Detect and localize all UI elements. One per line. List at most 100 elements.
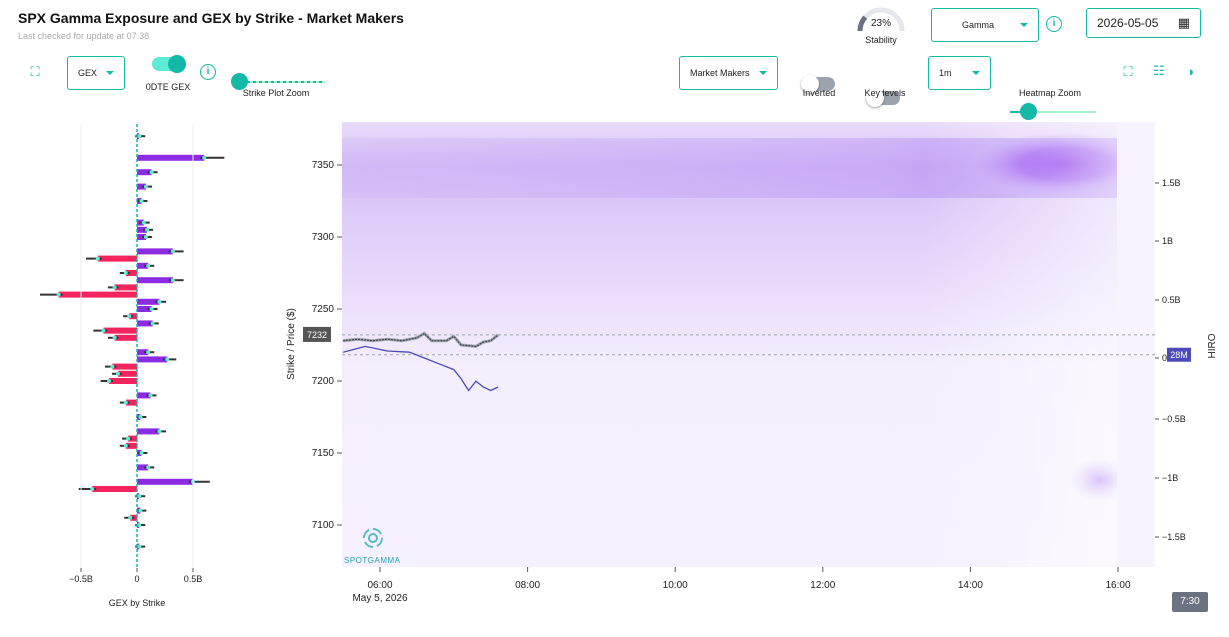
gex-bar-marker <box>126 436 131 441</box>
stability-value: 23% <box>870 18 891 29</box>
gex-bar-marker <box>146 263 151 268</box>
info-icon[interactable]: i <box>1046 16 1062 32</box>
participant-select[interactable]: Market Makers <box>679 56 778 90</box>
y2-tick-label: 0.5B <box>1162 295 1181 305</box>
gex-bar <box>103 327 137 334</box>
x-tick-label: 16:00 <box>1105 580 1130 591</box>
spotgamma-logo <box>363 528 383 548</box>
chevron-down-icon <box>759 71 767 75</box>
inverted-label: Inverted <box>802 88 836 98</box>
gex-bar <box>137 320 153 327</box>
toggle-knob <box>801 75 819 93</box>
gex-bar-marker <box>143 235 148 239</box>
x-tick-label: 08:00 <box>515 580 540 591</box>
gex-bar-marker <box>139 451 144 455</box>
gex-bar-marker <box>157 429 162 434</box>
gex-bar-marker <box>123 400 128 405</box>
gex-bar-marker <box>149 170 154 175</box>
expand-icon[interactable]: ⛶ <box>30 64 40 79</box>
gex-bar-marker <box>150 321 155 326</box>
gex-bar <box>137 154 205 161</box>
chevron-down-icon <box>1020 23 1028 27</box>
time-tooltip: 7:30 <box>1172 592 1208 612</box>
gex-bar-marker <box>202 155 207 160</box>
hiro-badge <box>1167 347 1191 362</box>
x-tick-label: 0.5B <box>184 574 203 584</box>
gex-bar <box>92 486 137 492</box>
y2-tick-label: −0.5B <box>1162 414 1186 424</box>
gex-bar-marker <box>137 494 142 499</box>
slider-thumb[interactable] <box>1020 103 1037 120</box>
y-tick-label: 7350 <box>312 160 335 171</box>
y2-tick-label: 0 <box>1162 353 1167 363</box>
gex-bar-marker <box>138 508 143 513</box>
heatmap-zoom-slider[interactable] <box>1010 103 1096 120</box>
x-tick-label: −0.5B <box>69 574 93 584</box>
hiro-badge-text: 28M <box>1170 350 1188 360</box>
gex-bar-marker <box>107 379 111 383</box>
gex-bar-marker <box>146 465 151 470</box>
odte-gex-toggle[interactable] <box>152 55 186 73</box>
gex-bar <box>109 378 137 384</box>
gex-bar <box>137 464 149 471</box>
gex-bar-marker <box>128 515 133 520</box>
y-tick-label: 7250 <box>312 304 335 315</box>
gex-bar <box>128 435 137 442</box>
gex-bar <box>137 169 152 176</box>
gex-bar <box>137 262 149 269</box>
inverted-toggle[interactable] <box>801 75 835 93</box>
gex-bar <box>112 363 137 370</box>
chevron-down-icon <box>106 71 114 75</box>
gex-bar-marker <box>145 227 150 232</box>
gex-bar <box>58 291 137 298</box>
gex-bar-marker <box>137 523 142 527</box>
gex-bar-marker <box>148 393 153 398</box>
stability-gauge: 23% Stability <box>855 4 907 48</box>
expand-icon[interactable]: ⛶ <box>1123 64 1133 79</box>
sliders-icon[interactable]: ☷ <box>1153 63 1165 78</box>
page-title: SPX Gamma Exposure and GEX by Strike - M… <box>18 10 404 26</box>
stability-label: Stability <box>865 35 897 45</box>
y-axis-title: Strike / Price ($) <box>286 308 297 380</box>
y2-tick-label: 1B <box>1162 236 1173 246</box>
y2-tick-label: 1.5B <box>1162 178 1181 188</box>
gex-bar-marker <box>56 292 61 297</box>
gex-bar <box>137 478 193 485</box>
gex-select[interactable]: GEX <box>67 56 125 90</box>
x-axis-title: GEX by Strike <box>109 598 166 608</box>
calendar-icon[interactable]: ▦ <box>1177 15 1190 30</box>
contrast-icon[interactable]: ◑ <box>1186 64 1194 79</box>
gex-bar-marker <box>110 364 115 369</box>
chevron-down-icon <box>972 71 980 75</box>
gex-bar-marker <box>141 220 146 225</box>
gex-bar <box>125 442 137 449</box>
strike-zoom-slider[interactable] <box>231 73 325 90</box>
watermark-text: SPOTGAMMA <box>344 556 401 565</box>
info-icon[interactable]: i <box>200 64 216 80</box>
gex-bar <box>125 399 137 406</box>
gex-bar <box>137 306 152 312</box>
y-tick-label: 7200 <box>312 376 335 387</box>
key-levels-toggle[interactable] <box>866 89 900 107</box>
date-picker[interactable]: 2026-05-05 ▦ <box>1086 8 1201 38</box>
interval-select[interactable]: 1m <box>928 56 991 90</box>
gex-bar-marker <box>137 544 142 549</box>
gex-bar <box>137 428 160 435</box>
x-tick-label: 0 <box>134 574 139 584</box>
x-tick-label: 14:00 <box>958 580 983 591</box>
participant-select-value: Market Makers <box>690 68 750 78</box>
x-tick-label: 12:00 <box>810 580 835 591</box>
y-tick-label: 7300 <box>312 232 335 243</box>
price-badge-text: 7232 <box>307 330 327 340</box>
slider-thumb[interactable] <box>231 73 248 90</box>
gex-by-strike-chart: −0.5B 0 0.5B GEX by Strike <box>40 124 225 608</box>
y2-tick-label: −1B <box>1162 473 1178 483</box>
heatmap-zoom-label: Heatmap Zoom <box>1018 88 1082 98</box>
gex-bar-marker <box>146 350 151 355</box>
interval-select-value: 1m <box>939 68 952 78</box>
gamma-heatmap-chart: 7350 7300 7250 7200 7150 7100 Strike / Price (… <box>286 122 1218 604</box>
gex-bar-marker <box>143 184 148 189</box>
metric-select[interactable]: Gamma <box>931 8 1039 42</box>
key-levels-label: Key levels <box>864 88 906 98</box>
price-line <box>343 332 499 348</box>
